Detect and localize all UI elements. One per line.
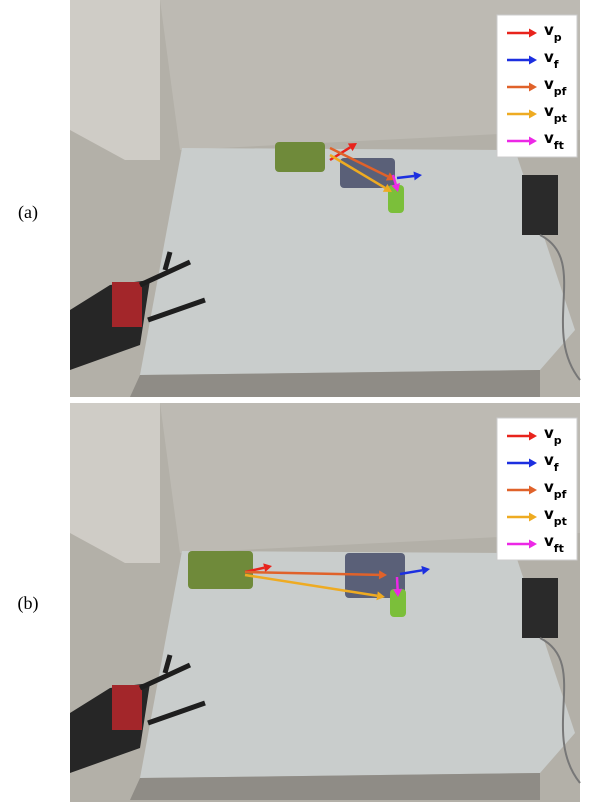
figure: (a)vpvfvpfvptvft(b)vpvfvpfvptvft (0, 0, 594, 802)
gripper-red (112, 282, 142, 327)
gripper-red (112, 685, 142, 730)
arrow-shaft (397, 577, 398, 589)
object (340, 158, 395, 188)
legend-subscript: pt (554, 515, 567, 528)
legend-symbol: v (544, 451, 554, 469)
legend-symbol: v (544, 21, 554, 39)
object (188, 551, 253, 589)
legend-subscript: p (554, 31, 562, 44)
legend-subscript: p (554, 434, 562, 447)
legend-symbol: v (544, 102, 554, 120)
legend-symbol: v (544, 75, 554, 93)
object (275, 142, 325, 172)
legend-subscript: ft (554, 542, 564, 555)
legend-subscript: pf (554, 488, 567, 501)
legend-subscript: f (554, 58, 559, 71)
device (522, 578, 558, 638)
panel-label: (b) (18, 593, 39, 614)
legend-symbol: v (544, 129, 554, 147)
device (522, 175, 558, 235)
legend-subscript: pt (554, 112, 567, 125)
legend-symbol: v (544, 478, 554, 496)
panel-label: (a) (18, 202, 38, 223)
legend-symbol: v (544, 532, 554, 550)
legend-symbol: v (544, 505, 554, 523)
legend-subscript: ft (554, 139, 564, 152)
legend-subscript: f (554, 461, 559, 474)
cabinet (70, 403, 160, 563)
legend-symbol: v (544, 48, 554, 66)
legend-symbol: v (544, 424, 554, 442)
legend-subscript: pf (554, 85, 567, 98)
cabinet (70, 0, 160, 160)
